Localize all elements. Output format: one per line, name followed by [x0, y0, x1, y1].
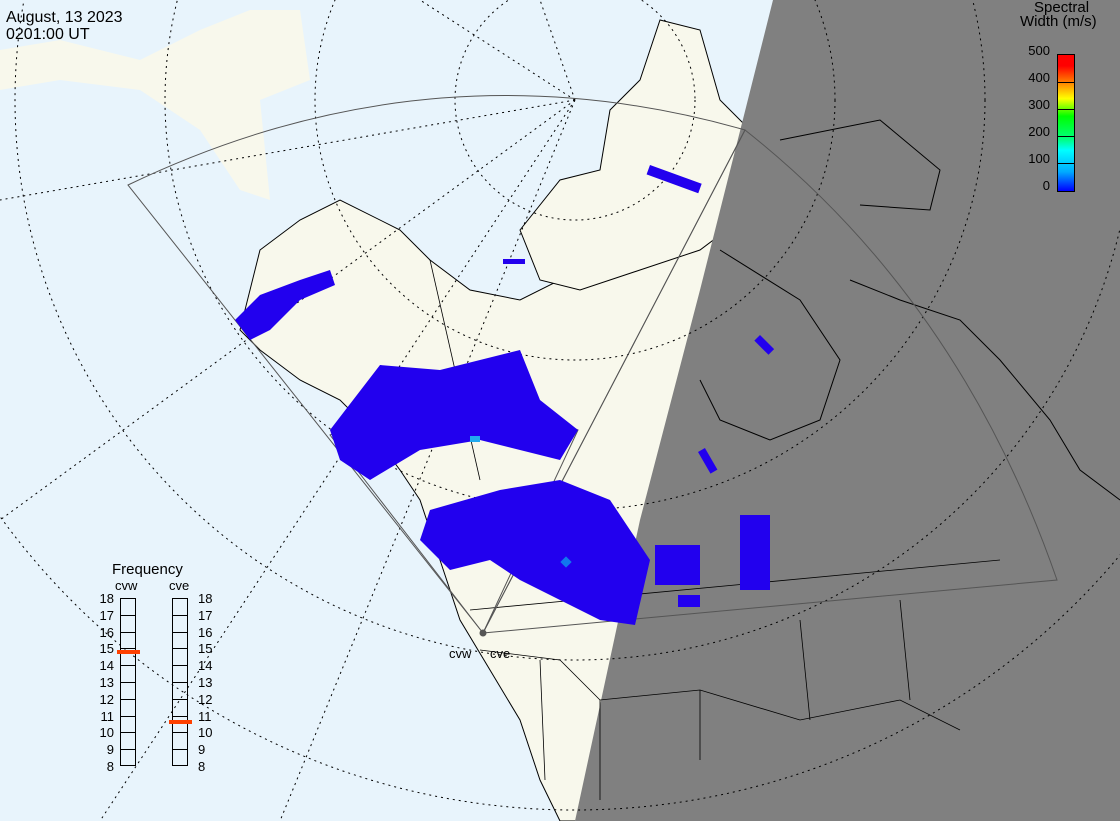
radar-label-cvw: cvw [449, 646, 472, 661]
frequency-tick: 8 [106, 759, 114, 774]
colorbar-divider [1058, 82, 1074, 83]
frequency-tick: 14 [99, 658, 114, 674]
colorbar-tick: 100 [1028, 151, 1050, 166]
frequency-divider [120, 715, 136, 717]
frequency-divider [172, 648, 188, 650]
frequency-tick: 12 [198, 691, 213, 707]
frequency-divider [172, 631, 188, 633]
frequency-tick: 17 [99, 607, 114, 623]
frequency-tick: 11 [198, 708, 212, 724]
scatter-band-2 [420, 480, 650, 625]
scatter-patch [754, 335, 775, 355]
frequency-marker-cvw [117, 649, 140, 654]
frequency-divider [120, 665, 136, 667]
frequency-divider [120, 648, 136, 650]
land-siberia [0, 10, 310, 200]
frequency-tick: 14 [198, 658, 213, 674]
frequency-divider [172, 614, 188, 616]
frequency-tick: 17 [198, 607, 213, 623]
frequency-tick: 10 [99, 725, 114, 741]
date-label: August, 13 2023 [6, 9, 123, 26]
night-terminator [575, 0, 1120, 821]
colorbar-divider [1058, 163, 1074, 164]
frequency-tick: 12 [99, 691, 114, 707]
frequency-tick: 13 [198, 675, 213, 690]
colorbar-divider [1058, 109, 1074, 110]
frequency-title: Frequency [112, 561, 183, 578]
frequency-divider [172, 665, 188, 667]
colorbar-tick: 400 [1028, 70, 1050, 85]
radar-site-marker [479, 629, 487, 637]
frequency-divider [120, 732, 136, 734]
scatter-band-1 [330, 350, 578, 480]
frequency-tick: 16 [99, 624, 114, 640]
colorbar-divider [1058, 136, 1074, 137]
frequency-marker-cve [169, 720, 192, 725]
frequency-tick: 8 [198, 759, 206, 774]
scatter-patch [740, 515, 770, 590]
frequency-tick: 15 [99, 641, 114, 657]
scatter-patch [655, 545, 700, 585]
colorbar-tick: 200 [1028, 124, 1050, 139]
frequency-divider [172, 732, 188, 734]
scatter-highlight [470, 436, 480, 442]
frequency-divider [172, 715, 188, 717]
frequency-tick: 13 [99, 675, 114, 690]
frequency-divider [120, 682, 136, 683]
frequency-divider [120, 698, 136, 700]
frequency-tick: 16 [198, 624, 213, 640]
frequency-tick: 18 [99, 591, 114, 606]
frequency-divider [172, 682, 188, 683]
scatter-patch [646, 165, 702, 194]
radar-label-cve: cve [490, 646, 511, 661]
freq-radar-cve: cve [169, 578, 190, 593]
scatter-highlight [560, 556, 572, 568]
frequency-divider [120, 631, 136, 633]
radar-scatter [235, 165, 775, 625]
frequency-tick: 10 [198, 725, 213, 741]
colorbar [1057, 54, 1075, 192]
frequency-divider [172, 698, 188, 700]
frequency-tick: 9 [106, 742, 114, 758]
time-label: 0201:00 UT [6, 26, 90, 43]
scatter-band-3 [235, 270, 335, 340]
frequency-divider [172, 749, 188, 751]
scatter-patch [503, 259, 525, 264]
frequency-tick: 11 [100, 708, 115, 724]
frequency-tick: 9 [198, 742, 206, 758]
colorbar-tick: 300 [1028, 97, 1050, 112]
colorbar-tick: 0 [1042, 178, 1050, 193]
frequency-tick: 18 [198, 591, 213, 606]
colorbar-tick: 500 [1028, 43, 1050, 58]
colorbar-title-2: Width (m/s) [1020, 13, 1097, 30]
coastline-night [699, 119, 1120, 501]
frequency-divider [120, 749, 136, 751]
frequency-divider [120, 614, 136, 616]
freq-radar-cvw: cvw [115, 578, 138, 593]
frequency-tick: 15 [198, 641, 213, 657]
colorbar-title-1: Spectral [1034, 0, 1090, 16]
scatter-patch [678, 595, 700, 607]
scatter-patch [697, 448, 718, 474]
